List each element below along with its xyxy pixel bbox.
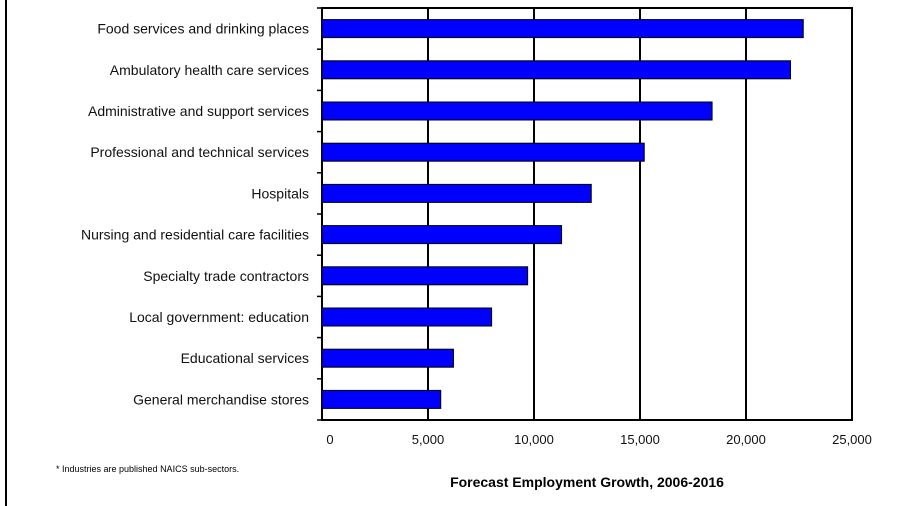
bar [321, 389, 442, 409]
bars [321, 19, 804, 409]
bar [321, 307, 493, 327]
x-tick-label: 0 [326, 432, 333, 447]
category-label: Food services and drinking places [97, 21, 309, 37]
category-labels: Food services and drinking places Ambulat… [81, 21, 309, 408]
category-label: Nursing and residential care facilities [81, 227, 309, 243]
x-axis-tick-labels: 0 5,000 10,000 15,000 20,000 25,000 [326, 432, 872, 447]
category-label: Hospitals [251, 185, 309, 201]
category-label: Professional and technical services [90, 144, 309, 160]
bar [321, 225, 563, 245]
x-tick-label: 15,000 [620, 432, 660, 447]
x-axis-title: Forecast Employment Growth, 2006-2016 [450, 474, 724, 490]
x-tick-label: 10,000 [514, 432, 554, 447]
chart-footnote: * Industries are published NAICS sub-sec… [56, 464, 239, 474]
x-tick-label: 5,000 [412, 432, 445, 447]
category-label: Educational services [181, 350, 309, 366]
bar [321, 183, 592, 203]
bar [321, 266, 529, 286]
bar [321, 348, 454, 368]
bar [321, 19, 804, 39]
category-label: Administrative and support services [88, 103, 309, 119]
category-label: General merchandise stores [133, 391, 309, 407]
y-axis-ticks [317, 7, 322, 421]
x-tick-label: 25,000 [832, 432, 872, 447]
category-label: Specialty trade contractors [143, 268, 309, 284]
x-tick-label: 20,000 [726, 432, 766, 447]
bar [321, 142, 645, 162]
category-label: Local government: education [129, 309, 309, 325]
bar [321, 60, 792, 80]
bar [321, 101, 713, 121]
category-label: Ambulatory health care services [110, 62, 309, 78]
